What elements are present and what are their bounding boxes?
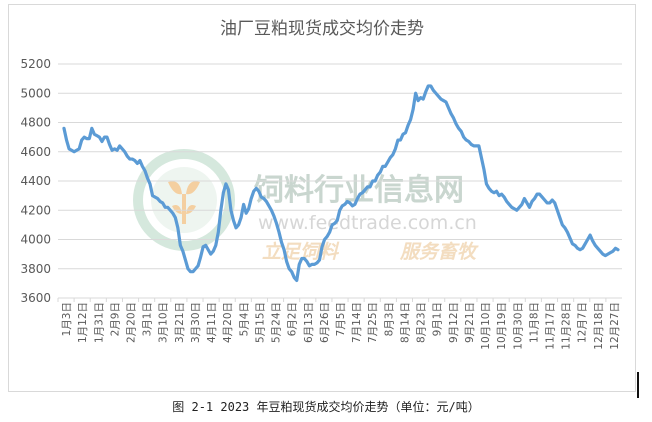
x-tick-label: 5月15日: [254, 302, 266, 343]
x-tick-label: 8月23日: [416, 302, 428, 343]
x-tick-label: 8月14日: [399, 302, 411, 343]
margin-bar: [637, 372, 639, 398]
x-tick-label: 10月19日: [496, 302, 508, 350]
y-tick-label: 5000: [20, 86, 51, 100]
x-tick-label: 3月1日: [142, 302, 154, 336]
x-tick-label: 2月20日: [126, 302, 138, 343]
watermark: 饲料行业信息网 www.feedtrade.com.cn 立足饲料 服务畜牧: [133, 149, 479, 263]
x-tick-label: 7月14日: [351, 302, 363, 343]
x-tick-label: 11月8日: [528, 302, 540, 343]
y-tick-label: 4400: [20, 174, 51, 188]
y-tick-label: 4600: [20, 145, 51, 159]
y-tick-label: 4000: [20, 233, 51, 247]
y-tick-label: 4800: [20, 116, 51, 130]
x-tick-label: 1月3日: [61, 302, 73, 336]
x-tick-label: 3月21日: [174, 302, 186, 343]
series-line: [62, 84, 620, 283]
x-tick-label: 9月21日: [464, 302, 476, 343]
grid: [58, 63, 622, 299]
x-axis: 1月3日 1月12日 1月31日 2月9日 2月20日 3月1日 3月10日 3月21日 3月3…: [57, 298, 621, 350]
x-tick-label: 6月2日: [287, 302, 299, 336]
chart-title: 油厂豆粕现货成交均价走势: [220, 19, 424, 39]
x-tick-label: 5月4日: [238, 302, 250, 336]
x-tick-label: 6月26日: [319, 302, 331, 343]
x-tick-label: 1月31日: [93, 302, 105, 343]
x-tick-label: 5月24日: [271, 302, 283, 343]
y-tick-label: 4200: [20, 203, 51, 217]
x-tick-label: 7月25日: [367, 302, 379, 343]
x-tick-label: 11月28日: [561, 302, 573, 350]
x-tick-label: 2月9日: [109, 302, 121, 336]
x-tick-label: 9月12日: [448, 302, 460, 343]
x-tick-label: 6月13日: [303, 302, 315, 343]
x-tick-label: 11月17日: [544, 302, 556, 350]
y-tick-label: 3800: [20, 262, 51, 276]
x-tick-label: 12月7日: [577, 302, 589, 343]
figure-caption: 图 2-1 2023 年豆粕现货成交均价走势（单位：元/吨）: [172, 400, 480, 414]
y-axis: 3600 3800 4000 4200 4400 4600 4800 5000 5200: [20, 57, 51, 305]
watermark-logo-icon: [133, 149, 235, 251]
x-tick-label: 10月30日: [512, 302, 524, 350]
x-tick-label: 12月18日: [593, 302, 605, 350]
x-tick-label: 4月20日: [222, 302, 234, 343]
watermark-slogan-right: 服务畜牧: [399, 241, 479, 263]
y-tick-label: 3600: [20, 291, 51, 305]
watermark-brand: 饲料行业信息网: [253, 173, 464, 208]
x-tick-label: 3月30日: [190, 302, 202, 343]
x-tick-label: 3月10日: [158, 302, 170, 343]
x-tick-label: 7月5日: [335, 302, 347, 336]
x-tick-label: 12月27日: [609, 302, 621, 350]
x-tick-label: 8月3日: [383, 302, 395, 336]
y-tick-label: 5200: [20, 57, 51, 71]
x-tick-label: 10月10日: [480, 302, 492, 350]
chart-frame: [8, 4, 636, 392]
watermark-url: www.feedtrade.com.cn: [258, 212, 477, 234]
x-tick-label: 4月11日: [206, 302, 218, 343]
x-tick-label: 9月1日: [432, 302, 444, 336]
x-tick-label: 1月12日: [77, 302, 89, 343]
